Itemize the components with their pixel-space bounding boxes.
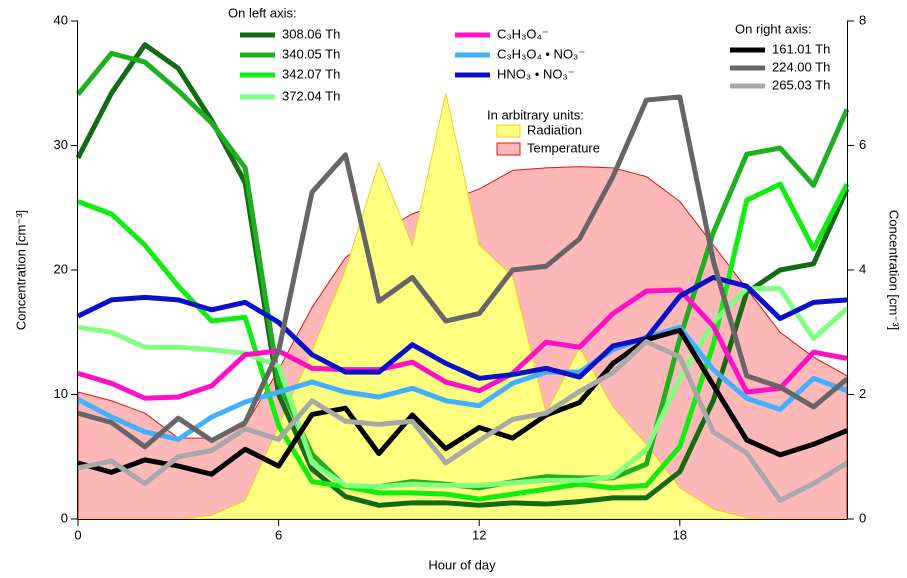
legend-label: HNO₃ • NO₃⁻ [497,66,575,81]
x-tick-label: 12 [472,527,486,542]
line-series [76,324,848,442]
area [78,93,847,520]
legend-label: 161.01 Th [772,41,830,56]
legend-label: 308.06 Th [282,26,340,41]
legend-label: 342.07 Th [282,66,340,81]
y-tick-label: 10 [54,386,68,401]
x-axis-label: Hour of day [428,557,496,572]
y2-tick-label: 0 [859,510,866,525]
x-tick-label: 18 [673,527,687,542]
y-axis-label: Concentration [cm⁻³] [13,210,28,330]
legend-label: Radiation [527,122,582,137]
y2-tick-label: 4 [859,261,866,276]
y2-tick-label: 8 [859,12,866,27]
line-series [77,286,849,490]
y-tick-label: 0 [61,510,68,525]
line-series [77,181,850,502]
legend-label: Temperature [527,140,600,155]
y2-tick-label: 6 [859,137,866,152]
y2-tick-label: 2 [859,386,866,401]
y-tick-label: 40 [54,12,68,27]
legend-label: 372.04 Th [282,88,340,103]
legend-swatch [496,124,521,138]
line-series [77,94,849,450]
x-tick-label: 6 [275,527,282,542]
legend-title: On left axis: [228,5,297,20]
y-tick-label: 30 [54,137,68,152]
line-series [77,327,848,477]
line-series [77,339,849,503]
legend-title: In arbitrary units: [487,107,584,122]
legend-swatch [496,142,521,156]
x-tick-label: 0 [74,527,81,542]
legend-label: 340.05 Th [282,46,340,61]
y2-axis-label: Concentration [cm⁻³] [887,210,902,330]
legend-label: C₃H₃O₄ • NO₃⁻ [497,46,585,61]
legend-label: 224.00 Th [772,59,830,74]
y-tick-label: 20 [54,261,68,276]
line-series [77,287,848,401]
legend-label: 265.03 Th [772,77,830,92]
legend-label: C₃H₃O₄⁻ [497,26,549,41]
line-series [75,42,850,508]
legend-title: On right axis: [735,21,812,36]
